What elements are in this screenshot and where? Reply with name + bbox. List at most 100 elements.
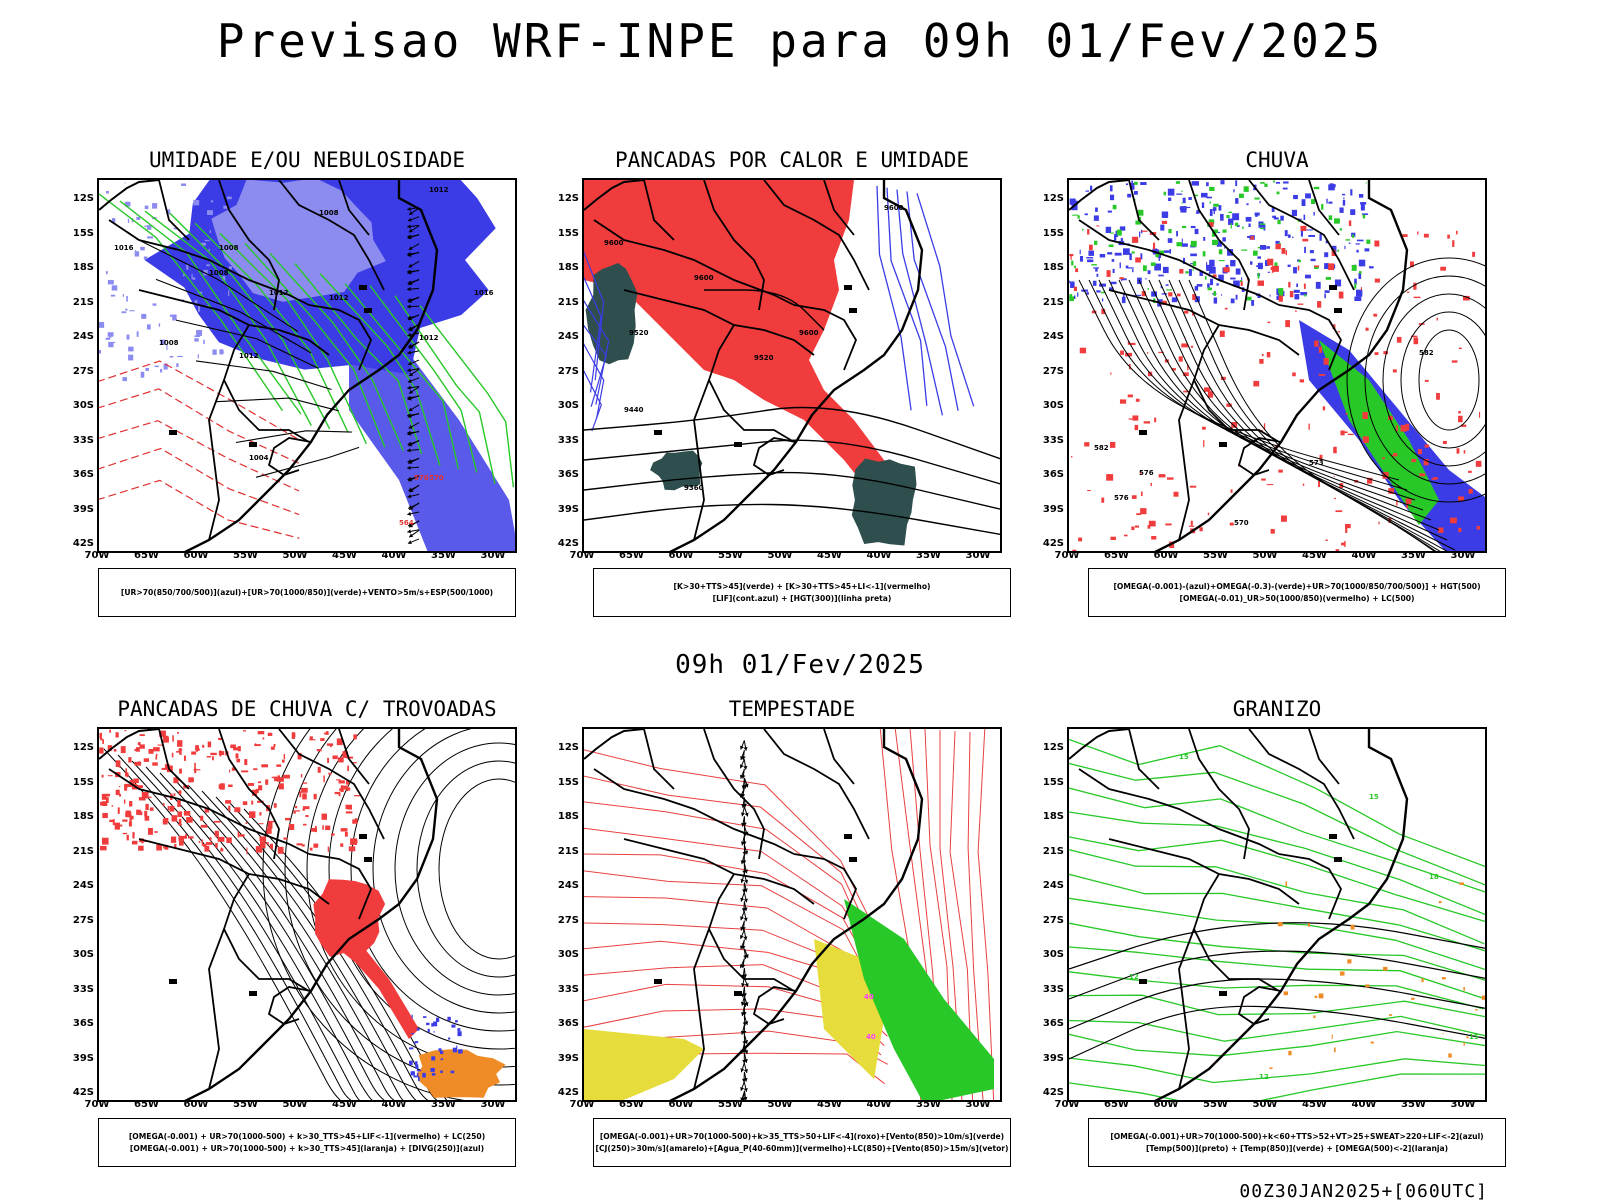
temp-850-contour bbox=[1069, 1032, 1485, 1056]
legend-hail: [OMEGA(-0.001)+UR>70(1000-500)+k<60+TTS>… bbox=[1088, 1118, 1506, 1167]
lon-tick-label: 40W bbox=[1344, 550, 1384, 561]
contour-label: 576 bbox=[414, 474, 429, 482]
contour-label: 564 bbox=[399, 519, 414, 527]
contour-label: 1008 bbox=[159, 339, 179, 347]
pressure-contour bbox=[256, 447, 359, 477]
wind-850-vector bbox=[741, 807, 745, 817]
lon-tick-label: 40W bbox=[859, 1099, 899, 1110]
temp-850-contour bbox=[1069, 995, 1487, 1017]
lat-tick-label: 18S bbox=[64, 811, 94, 822]
map-canvas: 40 40 bbox=[584, 729, 1002, 1102]
lat-tick-label: 24S bbox=[64, 331, 94, 342]
hgt-300-contour bbox=[584, 504, 1002, 535]
lat-tick-label: 24S bbox=[549, 331, 579, 342]
streamline bbox=[395, 743, 517, 995]
lat-tick-label: 42S bbox=[549, 538, 579, 549]
lon-tick-label: 30W bbox=[958, 1099, 998, 1110]
legend-line: [LIF](cont.azul) + [HGT(300)](linha pret… bbox=[713, 593, 892, 605]
lon-tick-label: 70W bbox=[1047, 550, 1087, 561]
panel-title-heat-showers: PANCADAS POR CALOR E UMIDADE bbox=[582, 148, 1002, 172]
pwat-red-contour bbox=[584, 749, 886, 953]
hgt-300-contour bbox=[584, 408, 1002, 461]
contour-label: 582 bbox=[1419, 349, 1434, 357]
lat-tick-label: 33S bbox=[64, 435, 94, 446]
contour-label: 12 bbox=[1259, 1073, 1269, 1081]
lifted-index-contour bbox=[877, 186, 911, 410]
temp-850-contour bbox=[1069, 1057, 1487, 1082]
lon-tick-label: 65W bbox=[1097, 1099, 1137, 1110]
lat-tick-label: 36S bbox=[64, 1018, 94, 1029]
model-run-label: 00Z30JAN2025+[060UTC] bbox=[1239, 1181, 1488, 1202]
thickness-contour bbox=[99, 449, 299, 515]
contour-label: 573 bbox=[1309, 459, 1324, 467]
legend-line: [K>30+TTS>45](verde) + [K>30+TTS>45+LI<-… bbox=[673, 581, 930, 593]
lat-tick-label: 39S bbox=[64, 504, 94, 515]
lat-tick-label: 21S bbox=[64, 846, 94, 857]
map-storm[interactable]: 40 40 bbox=[582, 727, 1002, 1102]
lat-tick-label: 33S bbox=[1034, 435, 1064, 446]
legend-line: [OMEGA(-0.001) + UR>70(1000-500) + k>30_… bbox=[130, 1143, 484, 1155]
lon-tick-label: 45W bbox=[1295, 1099, 1335, 1110]
lon-tick-label: 50W bbox=[275, 1099, 315, 1110]
contour-label: 40 bbox=[864, 993, 874, 1001]
lon-tick-label: 35W bbox=[1394, 1099, 1434, 1110]
lat-tick-label: 24S bbox=[549, 880, 579, 891]
lat-tick-label: 39S bbox=[549, 1053, 579, 1064]
lat-tick-label: 12S bbox=[1034, 742, 1064, 753]
lon-tick-label: 70W bbox=[1047, 1099, 1087, 1110]
contour-label: 576 bbox=[1114, 494, 1129, 502]
contour-label: 1008 bbox=[209, 269, 229, 277]
lon-tick-label: 45W bbox=[810, 550, 850, 561]
lon-tick-label: 50W bbox=[275, 550, 315, 561]
wind-vector bbox=[408, 539, 419, 544]
temp-850-contour bbox=[1069, 762, 1487, 887]
lat-tick-label: 36S bbox=[1034, 1018, 1064, 1029]
lon-tick-label: 35W bbox=[424, 550, 464, 561]
lat-tick-label: 36S bbox=[549, 1018, 579, 1029]
lon-tick-label: 35W bbox=[1394, 550, 1434, 561]
lat-tick-label: 24S bbox=[1034, 880, 1064, 891]
streamline bbox=[263, 729, 517, 1102]
lon-tick-label: 40W bbox=[1344, 1099, 1384, 1110]
contour-label: 9600 bbox=[604, 239, 624, 247]
jet-250-yellow-area bbox=[584, 1029, 704, 1102]
contour-label: 40 bbox=[866, 1033, 876, 1041]
lat-tick-label: 27S bbox=[549, 366, 579, 377]
wind-850-vector bbox=[744, 741, 748, 751]
wind-850-vector bbox=[744, 893, 748, 903]
temp-850-contour bbox=[1069, 1074, 1487, 1102]
legend-line: [OMEGA(-0.001)+UR>70(1000-500)+k<60+TTS>… bbox=[1110, 1131, 1483, 1143]
streamline bbox=[188, 785, 428, 1102]
lon-tick-label: 30W bbox=[473, 550, 513, 561]
contour-label: 1004 bbox=[249, 454, 269, 462]
lat-tick-label: 12S bbox=[64, 742, 94, 753]
lon-tick-label: 70W bbox=[562, 550, 602, 561]
contour-label: 18 bbox=[1429, 873, 1439, 881]
lat-tick-label: 27S bbox=[64, 366, 94, 377]
thickness-contour bbox=[99, 421, 299, 491]
mid-time-label: 09h 01/Fev/2025 bbox=[0, 650, 1600, 680]
contour-label: 9520 bbox=[629, 329, 649, 337]
lat-tick-label: 42S bbox=[549, 1087, 579, 1098]
map-thunderstorm-showers[interactable] bbox=[97, 727, 517, 1102]
lon-tick-label: 45W bbox=[1295, 550, 1335, 561]
lon-tick-label: 70W bbox=[77, 1099, 117, 1110]
lat-tick-label: 39S bbox=[64, 1053, 94, 1064]
wind-850-vector bbox=[740, 892, 744, 901]
temp-850-contour bbox=[1069, 787, 1487, 896]
legend-line: [OMEGA(-0.01)_UR>50(1000/850)(vermelho) … bbox=[1180, 593, 1415, 605]
lat-tick-label: 36S bbox=[64, 469, 94, 480]
lat-tick-label: 39S bbox=[1034, 504, 1064, 515]
lon-tick-label: 30W bbox=[473, 1099, 513, 1110]
lifted-index-contour bbox=[887, 188, 927, 406]
lat-tick-label: 42S bbox=[64, 1087, 94, 1098]
lon-tick-label: 55W bbox=[226, 550, 266, 561]
lon-tick-label: 65W bbox=[612, 1099, 652, 1110]
lat-tick-label: 30S bbox=[64, 949, 94, 960]
lon-tick-label: 60W bbox=[661, 1099, 701, 1110]
